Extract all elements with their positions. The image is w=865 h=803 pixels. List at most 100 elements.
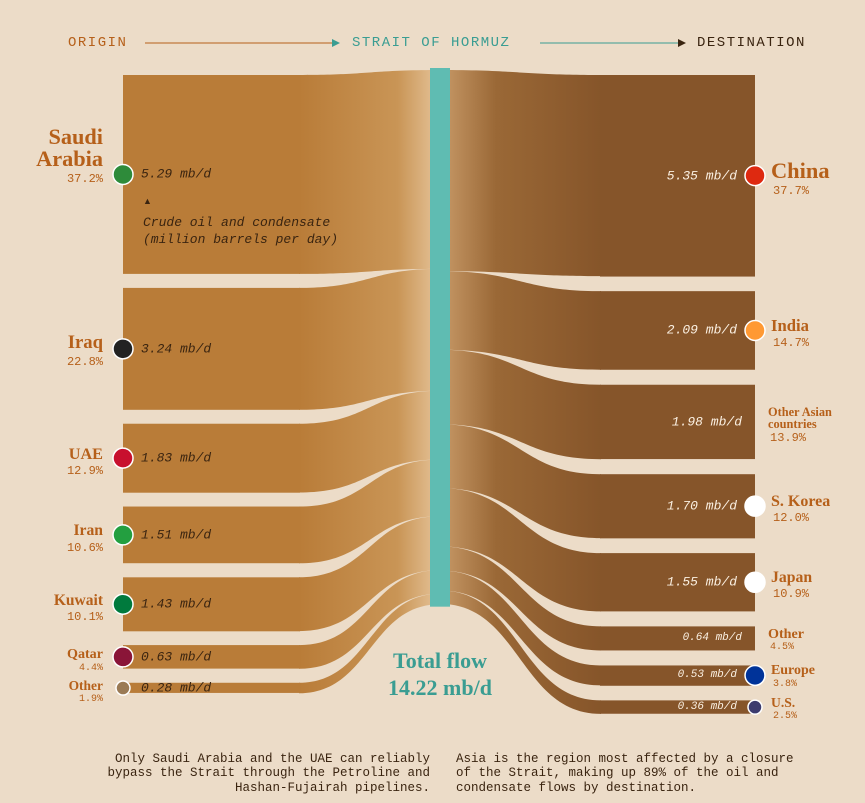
flag xyxy=(744,571,766,594)
origin-value-label: 5.29 mb/d xyxy=(141,166,212,182)
header-arrowhead xyxy=(332,39,340,47)
destination-share: 2.5% xyxy=(773,710,798,722)
destination-name: Japan xyxy=(771,569,813,587)
destination-share: 4.5% xyxy=(770,642,795,654)
origin-flow xyxy=(299,593,440,694)
destination-flow xyxy=(440,271,601,370)
origin-block xyxy=(123,506,300,564)
destination-name: Europe xyxy=(771,663,815,679)
destination-flow xyxy=(440,570,601,686)
origin-name: Saudi Arabia xyxy=(36,123,103,172)
destination-value-label: 1.55 mb/d xyxy=(666,574,737,590)
origin-share: 12.9% xyxy=(66,464,103,479)
destination-value-label: 0.53 mb/d xyxy=(677,669,737,682)
origin-share: 37.2% xyxy=(66,172,103,187)
flag xyxy=(115,680,131,696)
origin-share: 10.6% xyxy=(66,540,103,555)
destination-name: China xyxy=(771,158,830,184)
destination-flow xyxy=(440,546,601,651)
destination-flow xyxy=(440,70,601,277)
origin-flow xyxy=(299,459,440,564)
origin-value-label: 1.43 mb/d xyxy=(141,596,212,612)
header-destination: DESTINATION xyxy=(697,35,806,51)
origin-block xyxy=(123,645,300,669)
flag xyxy=(112,593,134,615)
destination-value-label: 0.64 mb/d xyxy=(682,632,742,645)
destination-value-label: 0.36 mb/d xyxy=(677,701,737,714)
origin-share: 1.9% xyxy=(78,694,103,706)
origin-value-label: 1.83 mb/d xyxy=(141,450,212,466)
origin-name: Iran xyxy=(73,522,103,540)
destination-name: Other xyxy=(768,626,805,643)
origin-block xyxy=(123,423,300,493)
origin-name: Qatar xyxy=(66,645,103,662)
destination-flow xyxy=(440,590,601,714)
origin-flow xyxy=(299,268,440,410)
origin-value-label: 0.28 mb/d xyxy=(141,680,212,696)
flag xyxy=(112,447,134,469)
destination-flow xyxy=(440,349,601,460)
destination-block xyxy=(600,665,755,686)
note-line: (million barrels per day) xyxy=(143,232,339,247)
origin-name: Iraq xyxy=(67,332,103,354)
destination-flow xyxy=(440,424,601,539)
origin-block xyxy=(123,287,300,410)
destination-block xyxy=(600,474,755,539)
footnote: Asia is the region most affected by a cl… xyxy=(456,752,794,795)
destination-share: 13.9% xyxy=(770,431,807,446)
flows xyxy=(112,70,766,715)
destination-flow xyxy=(440,488,601,612)
note-arrow: ▲ xyxy=(143,196,152,206)
flag xyxy=(112,646,134,668)
header-middle: STRAIT OF HORMUZ xyxy=(352,35,511,51)
flag xyxy=(744,664,766,687)
destination-block xyxy=(600,626,755,651)
origin-name: UAE xyxy=(68,444,103,463)
destination-share: 10.9% xyxy=(773,587,810,602)
origin-flow xyxy=(299,390,440,493)
flag xyxy=(744,319,766,342)
origin-value-label: 0.63 mb/d xyxy=(141,649,212,665)
origin-block xyxy=(123,75,300,274)
destination-value-label: 1.70 mb/d xyxy=(666,498,737,514)
destination-share: 14.7% xyxy=(773,335,810,350)
flag xyxy=(112,338,134,360)
origin-flow xyxy=(299,70,440,274)
destination-share: 37.7% xyxy=(773,183,810,198)
destination-block xyxy=(600,75,755,277)
header-arrowhead xyxy=(678,39,686,47)
destination-name: India xyxy=(771,316,809,336)
origin-name: Other xyxy=(68,677,103,693)
flag xyxy=(112,524,134,546)
destination-value-label: 5.35 mb/d xyxy=(666,168,737,184)
strait-bar xyxy=(430,68,450,607)
origin-name: Kuwait xyxy=(53,591,103,609)
destination-block xyxy=(600,291,755,370)
destination-block xyxy=(600,384,755,460)
flag xyxy=(744,495,766,517)
flag xyxy=(747,699,763,715)
destination-value-label: 2.09 mb/d xyxy=(666,322,737,338)
origin-value-label: 3.24 mb/d xyxy=(141,341,212,357)
origin-block xyxy=(123,577,300,632)
destination-share: 12.0% xyxy=(773,511,810,526)
origin-value-label: 1.51 mb/d xyxy=(141,527,212,543)
destination-name: Other Asian countries xyxy=(768,404,832,431)
destination-share: 3.8% xyxy=(773,679,798,691)
note-line: Crude oil and condensate xyxy=(143,215,331,230)
origin-flow xyxy=(299,570,440,669)
origin-share: 10.1% xyxy=(66,610,103,625)
destination-value-label: 1.98 mb/d xyxy=(671,414,742,430)
destination-name: U.S. xyxy=(771,695,796,711)
total-value: 14.22 mb/d xyxy=(388,675,492,700)
origin-block xyxy=(123,682,300,693)
destination-name: S. Korea xyxy=(771,493,831,511)
total-title: Total flow xyxy=(393,648,487,673)
header-origin: ORIGIN xyxy=(68,35,128,51)
origin-share: 22.8% xyxy=(66,354,103,369)
origin-flow xyxy=(299,516,440,632)
flag xyxy=(112,163,134,186)
origin-share: 4.4% xyxy=(78,662,103,674)
